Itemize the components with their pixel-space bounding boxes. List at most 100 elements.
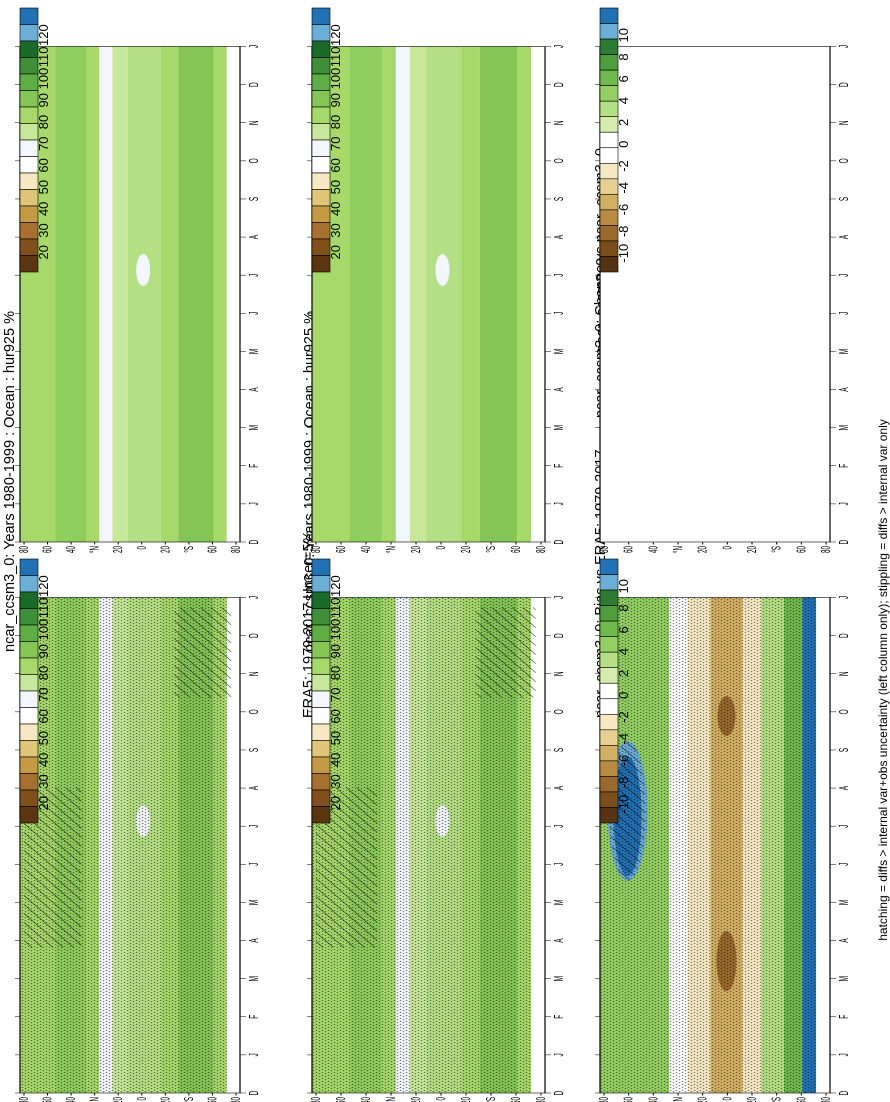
cbar-1-label: 80 [36, 666, 51, 680]
panel-model-repeat-month-label: N [248, 120, 262, 125]
figure-footnote: hatching = diffs > internal var+obs unce… [876, 419, 890, 941]
panel-model-label-month-label: N [553, 120, 567, 125]
panel-change-month-label: A [838, 235, 852, 239]
panel-model-month-label: M [248, 976, 262, 981]
panel-model-month-label: D [248, 633, 262, 638]
cbar-3-label: 90 [328, 644, 343, 658]
panel-change-month-label: M [838, 349, 852, 354]
panel-bias-month-label: D [838, 1091, 852, 1096]
cbar-5-label: 10 [616, 579, 631, 593]
panel-change-month-label: D [838, 82, 852, 87]
panel-model-label-month-label: A [553, 235, 567, 239]
panel-obs-month-label: A [553, 938, 567, 942]
panel-model-lat-label: 80 [18, 1097, 32, 1102]
panel-bias-lat-label: 80 [598, 1097, 612, 1102]
panel-obs-month-label: J [553, 825, 567, 828]
panel-model-repeat-lat-label: 20 [112, 546, 126, 553]
cbar-6-label: 6 [616, 75, 631, 82]
panel-model-label-month-label: M [553, 349, 567, 354]
panel-change-month-label: D [838, 540, 852, 545]
panel-change-month-label: M [838, 425, 852, 430]
cbar-3-label: 70 [328, 687, 343, 701]
panel-obs-month-label: D [553, 633, 567, 638]
cbar-3-label: 100 [328, 619, 343, 641]
panel-bias-month-label: J [838, 596, 852, 599]
cbar-4-label: 60 [328, 158, 343, 172]
cbar-2-label: 90 [36, 93, 51, 107]
cbar-1-swatch [19, 558, 39, 576]
panel-bias-month-label: M [838, 976, 852, 981]
panel-model-border [19, 597, 241, 1094]
cbar-5-label: -6 [616, 755, 631, 767]
cbar-6-label: -2 [616, 160, 631, 172]
panel-model-label-lat-label: °N [385, 546, 399, 553]
panel-model-month-label: J [248, 863, 262, 866]
cbar-3-swatch [311, 558, 331, 576]
panel-model-label-month-label: J [553, 312, 567, 315]
panel-obs-month-label: S [553, 748, 567, 752]
panel-model-hatching [24, 787, 82, 948]
panel-obs-lat-label: 40 [360, 1097, 374, 1102]
panel-obs-lat-label: 60 [335, 1097, 349, 1102]
panel-model-month-label: D [248, 1091, 262, 1096]
cbar-5-swatch [599, 558, 619, 575]
panel-change-lat-label: 20 [746, 546, 760, 553]
cbar-4-label: 120 [328, 24, 343, 46]
panel-bias-lat-label: 80 [820, 1097, 834, 1102]
panel-model-label-band [479, 46, 518, 542]
panel-obs-hatching [316, 787, 378, 948]
panel-model-repeat-band [226, 46, 240, 542]
cbar-5-swatch [599, 807, 619, 824]
cbar-5-label: 2 [616, 670, 631, 677]
panel-change-month-label: O [838, 158, 852, 163]
panel-model-repeat-band [99, 46, 113, 542]
panel-change-lat-label: 80 [820, 546, 834, 553]
panel-change-lat-label: 60 [795, 546, 809, 553]
panel-change-lat-label: °N [672, 546, 686, 553]
cbar-1-label: 30 [36, 774, 51, 788]
panel-bias-lat-label: 60 [795, 1097, 809, 1102]
panel-model-repeat-lat-label: 80 [18, 546, 32, 553]
panel-bias-month-label: J [838, 825, 852, 828]
cbar-4-label: 50 [328, 180, 343, 194]
panel-model-label-band [381, 46, 396, 542]
cbar-1-swatch [19, 806, 39, 824]
panel-model-label-lat-label: 40 [360, 546, 374, 553]
cbar-4-swatch [311, 255, 331, 273]
panel-change-month-label: J [838, 45, 852, 48]
panel-obs-month-label: M [553, 900, 567, 905]
panel-model-repeat-month-label: J [248, 502, 262, 505]
panel-bias-lat-label: °S [771, 1097, 785, 1102]
panel-model-label-white-blob [435, 254, 450, 286]
panel-obs-lat-label: 80 [535, 1097, 549, 1102]
panel-model-lat-label: 20 [112, 1097, 126, 1102]
cbar-2-label: 110 [36, 46, 51, 67]
panel-obs-lat-label: °S [485, 1097, 499, 1102]
panel-model-repeat-band [86, 46, 100, 542]
panel-change-lat-label: 60 [623, 546, 637, 553]
cbar-3-swatch [311, 806, 331, 824]
cbar-2-label: 100 [36, 68, 51, 90]
cbar-5-label: 6 [616, 626, 631, 633]
cbar-5-label: -8 [616, 777, 631, 789]
panel-obs-month-label: J [553, 1053, 567, 1056]
panel-model-repeat-lat-label: 60 [41, 546, 55, 553]
cbar-5-label: -10 [616, 795, 631, 814]
panel-change-border [599, 46, 831, 543]
cbar-4-label: 80 [328, 115, 343, 129]
panel-obs-month-label: F [553, 1015, 567, 1019]
panel-bias-lat-label: 0 [721, 1097, 735, 1101]
panel-model-label-lat-label: 80 [310, 546, 324, 553]
cbar-5-label: 8 [616, 604, 631, 611]
cbar-1-label: 50 [36, 731, 51, 745]
panel-model-label-month-label: S [553, 197, 567, 201]
panel-obs-month-label: J [553, 596, 567, 599]
panel-model-month-label: O [248, 709, 262, 714]
panel-model-repeat-lat-label: 40 [65, 546, 79, 553]
panel-model-label-month-label: J [553, 274, 567, 277]
cbar-3-label: 50 [328, 731, 343, 745]
cbar-4-label: 110 [328, 46, 343, 67]
